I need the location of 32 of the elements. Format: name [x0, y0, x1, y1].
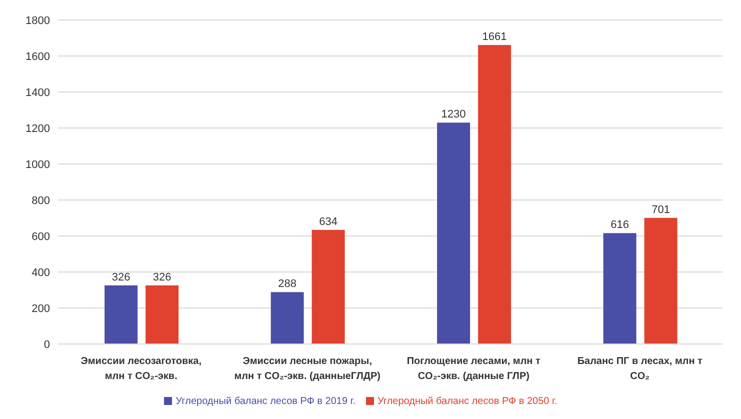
y-tick-label: 400 — [32, 266, 50, 279]
x-tick-label: Баланс ПГ в лесах, млн т CO₂ — [577, 356, 703, 382]
legend-label: Углеродный баланс лесов РФ в 2019 г. — [176, 396, 356, 407]
data-label: 326 — [112, 271, 130, 284]
bar — [312, 230, 345, 344]
bar — [644, 218, 678, 344]
x-tick-label: Эмиссии лесозаготовка, млн т CO₂-экв. — [80, 356, 202, 382]
data-label: 701 — [652, 204, 670, 216]
x-tick-label: Поглощение лесами, млн т CO₂-экв. (данные ГЛР) — [406, 356, 540, 382]
bar — [146, 285, 179, 344]
x-tick-label: Эмиссии лесные пожары, млн т CO₂-экв. (данныеГЛДР) — [234, 356, 380, 382]
y-tick-label: 800 — [32, 194, 50, 207]
y-tick-label: 1800 — [26, 14, 50, 27]
y-tick-label: 0 — [44, 338, 50, 351]
legend-label: Углеродный баланс лесов РФ в 2050 г. — [378, 396, 558, 407]
bar — [603, 233, 636, 344]
bar — [478, 45, 512, 344]
y-tick-label: 600 — [32, 230, 50, 243]
y-tick-label: 1600 — [26, 50, 50, 63]
y-tick-label: 1000 — [26, 158, 50, 171]
data-label: 288 — [278, 278, 296, 290]
data-label: 1230 — [441, 108, 466, 121]
bar — [437, 122, 470, 344]
y-tick-label: 1200 — [26, 122, 50, 135]
data-label: 326 — [152, 271, 172, 284]
y-tick-label: 1400 — [26, 86, 50, 99]
y-tick-label: 200 — [32, 302, 50, 315]
data-label: 1661 — [482, 31, 507, 44]
data-label: 616 — [610, 219, 629, 232]
bar — [104, 285, 138, 344]
bar — [270, 292, 304, 344]
data-label: 634 — [319, 216, 338, 228]
